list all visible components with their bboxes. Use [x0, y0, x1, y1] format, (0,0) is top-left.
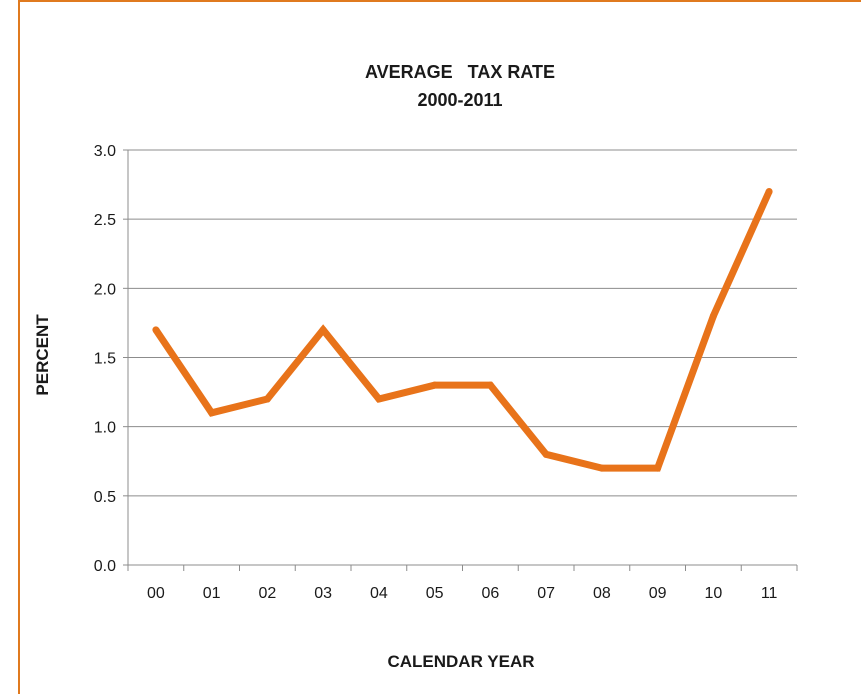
- x-tick-label: 01: [203, 585, 221, 602]
- x-tick-label: 06: [481, 585, 499, 602]
- x-tick-label: 00: [147, 585, 165, 602]
- chart-title: AVERAGE TAX RATE: [365, 62, 555, 82]
- x-tick-labels: 00 01 02 03 04 05 06 07 08 09 10 11: [147, 585, 778, 602]
- data-point: [319, 326, 327, 334]
- data-point: [486, 381, 494, 389]
- chart-subtitle: 2000-2011: [417, 90, 502, 110]
- x-tick-label: 05: [426, 585, 444, 602]
- data-point: [654, 464, 662, 472]
- y-tick-label: 2.0: [94, 281, 116, 298]
- data-point: [709, 312, 717, 320]
- x-tick-label: 07: [537, 585, 555, 602]
- gridlines: [123, 149, 797, 566]
- x-tick-label: 09: [649, 585, 667, 602]
- x-tick-label: 11: [761, 585, 778, 602]
- y-tick-label: 2.5: [94, 212, 116, 229]
- y-tick-label: 1.0: [94, 420, 116, 437]
- data-point: [152, 326, 160, 334]
- x-tick-label: 08: [593, 585, 611, 602]
- series-group: [152, 188, 773, 472]
- data-point: [598, 464, 606, 472]
- data-point: [375, 395, 383, 403]
- data-point: [765, 188, 773, 195]
- y-tick-labels: 0.0 0.5 1.0 1.5 2.0 2.5 3.0: [94, 143, 116, 575]
- data-point: [542, 450, 550, 458]
- data-point: [208, 409, 216, 417]
- data-point: [263, 395, 271, 403]
- x-tick-label: 04: [370, 585, 388, 602]
- y-axis-title: PERCENT: [33, 314, 52, 396]
- y-tick-label: 0.0: [94, 558, 116, 575]
- y-tick-label: 0.5: [94, 489, 116, 506]
- y-tick-label: 3.0: [94, 143, 116, 160]
- axes: [127, 150, 798, 571]
- y-tick-label: 1.5: [94, 351, 116, 368]
- x-axis-title: CALENDAR YEAR: [387, 652, 534, 671]
- x-tick-label: 02: [258, 585, 276, 602]
- chart-frame: [18, 0, 861, 694]
- x-tick-label: 10: [704, 585, 722, 602]
- data-point: [431, 381, 439, 389]
- x-tick-label: 03: [314, 585, 332, 602]
- series-line: [152, 190, 773, 472]
